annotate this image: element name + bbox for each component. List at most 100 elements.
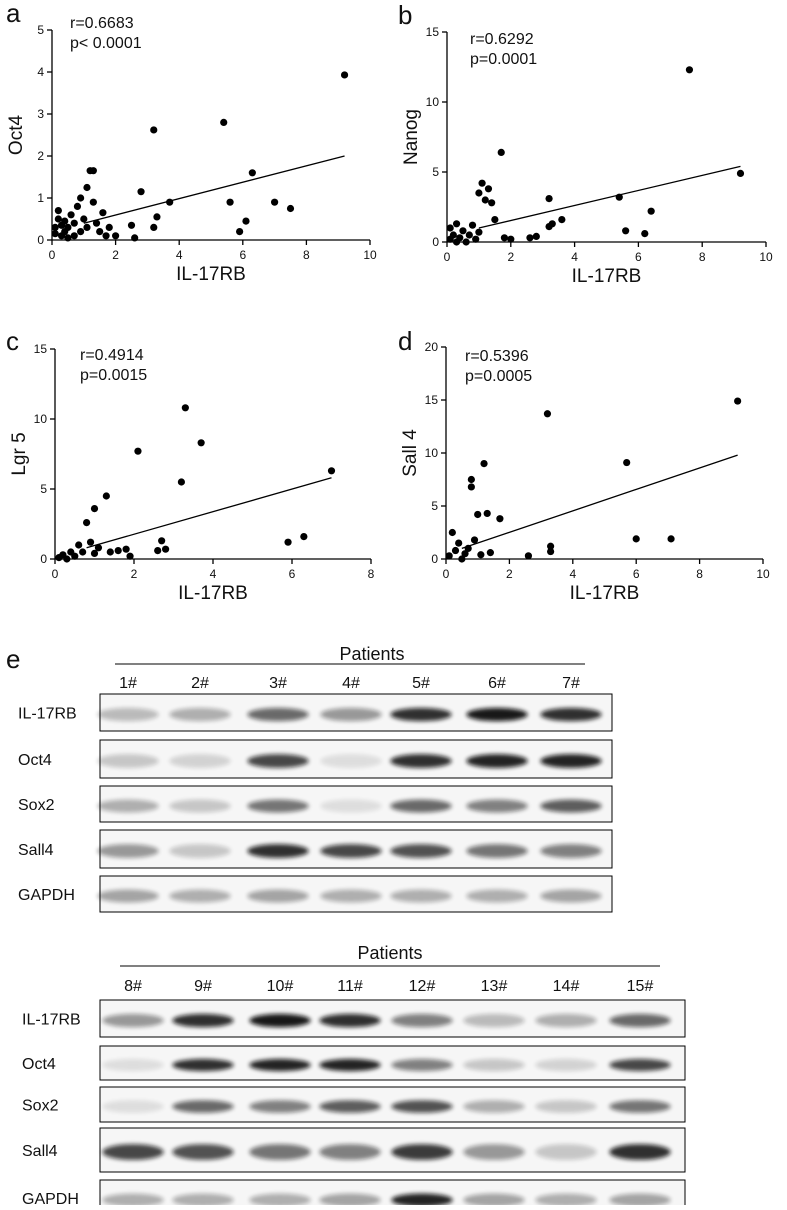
blot-band <box>390 889 452 903</box>
fit-line <box>83 155 345 224</box>
lane-label: 3# <box>269 675 287 692</box>
blot-band <box>535 1058 597 1072</box>
x-tick-label: 10 <box>759 250 773 264</box>
y-tick-label: 0 <box>37 233 44 247</box>
point <box>647 207 655 215</box>
point <box>126 552 134 560</box>
point <box>632 535 640 543</box>
blot-band <box>390 707 452 722</box>
point <box>77 194 85 202</box>
point <box>90 505 99 513</box>
annotation: p< 0.0001 <box>70 35 142 52</box>
point <box>197 439 205 447</box>
blot-band <box>169 889 231 903</box>
point <box>61 217 69 225</box>
point <box>543 410 552 418</box>
blot-band <box>609 1100 671 1113</box>
blot-band <box>466 707 528 722</box>
point <box>54 215 62 223</box>
x-axis-label: IL-17RB <box>178 583 248 604</box>
point <box>497 148 505 156</box>
blot-title: Patients <box>357 943 422 963</box>
y-tick-label: 0 <box>40 552 47 566</box>
lane-label: 13# <box>481 978 508 995</box>
point <box>71 552 79 560</box>
lane-label: 11# <box>337 978 363 995</box>
blot-band <box>102 1144 164 1160</box>
point <box>90 549 99 558</box>
blot-band <box>540 799 602 813</box>
point <box>448 528 456 537</box>
point <box>483 509 491 518</box>
blot-band <box>390 844 452 858</box>
blot-band <box>169 844 231 858</box>
point <box>465 231 473 239</box>
y-tick-label: 15 <box>34 342 48 356</box>
x-axis-label: IL-17RB <box>570 583 640 604</box>
blot-band <box>172 1144 234 1160</box>
annotation: r=0.4914 <box>80 347 144 364</box>
point <box>63 555 71 563</box>
y-tick-label: 2 <box>37 149 44 163</box>
annotation: r=0.5396 <box>465 348 529 365</box>
point <box>67 211 75 219</box>
blot-band <box>319 1013 381 1028</box>
x-tick-label: 6 <box>635 250 642 264</box>
x-tick-label: 0 <box>49 248 56 262</box>
point <box>548 220 556 228</box>
blot-band <box>172 1058 234 1072</box>
blot-band <box>172 1193 234 1207</box>
blot-band <box>609 1144 671 1160</box>
blot-band <box>391 1013 453 1028</box>
point <box>481 196 489 204</box>
panel-label: d <box>398 326 412 356</box>
point <box>464 544 472 553</box>
point <box>456 234 464 242</box>
lane-label: 1# <box>119 675 137 692</box>
blot-band <box>540 889 602 903</box>
point <box>166 198 174 206</box>
point <box>105 223 113 231</box>
blot-band <box>319 1144 381 1160</box>
y-axis-label: Sall 4 <box>400 429 421 477</box>
lane-label: 10# <box>267 978 294 995</box>
blot-band <box>169 799 231 813</box>
point <box>83 183 91 192</box>
point <box>154 547 162 555</box>
point <box>83 519 91 527</box>
point <box>685 66 694 74</box>
blot-band <box>466 799 528 813</box>
blot-band <box>391 1144 453 1160</box>
y-tick-label: 15 <box>426 25 440 39</box>
point <box>80 215 88 223</box>
blot-band <box>535 1013 597 1028</box>
point <box>89 167 97 175</box>
blot-band <box>609 1058 671 1072</box>
blot-band <box>463 1144 525 1160</box>
lane-label: 8# <box>124 978 142 995</box>
blot-band <box>247 754 309 768</box>
blot-band <box>320 754 382 768</box>
x-tick-label: 6 <box>239 248 246 262</box>
annotation: r=0.6683 <box>70 15 134 32</box>
annotation: p=0.0001 <box>470 51 537 68</box>
y-axis-label: Lgr 5 <box>9 432 30 475</box>
point <box>340 71 349 79</box>
point <box>472 235 480 243</box>
point <box>73 202 82 210</box>
point <box>284 538 292 546</box>
blot-band <box>172 1013 234 1028</box>
point <box>102 492 110 500</box>
point <box>451 546 460 555</box>
point <box>480 460 488 468</box>
blot-band <box>466 844 528 858</box>
point <box>286 204 295 213</box>
y-tick-label: 5 <box>40 482 47 496</box>
row-label: Oct4 <box>18 752 52 769</box>
point <box>64 223 72 231</box>
x-tick-label: 10 <box>363 248 377 262</box>
blot-band <box>390 799 452 813</box>
blot-band <box>249 1193 311 1207</box>
point <box>532 232 540 240</box>
x-tick-label: 0 <box>52 567 59 581</box>
